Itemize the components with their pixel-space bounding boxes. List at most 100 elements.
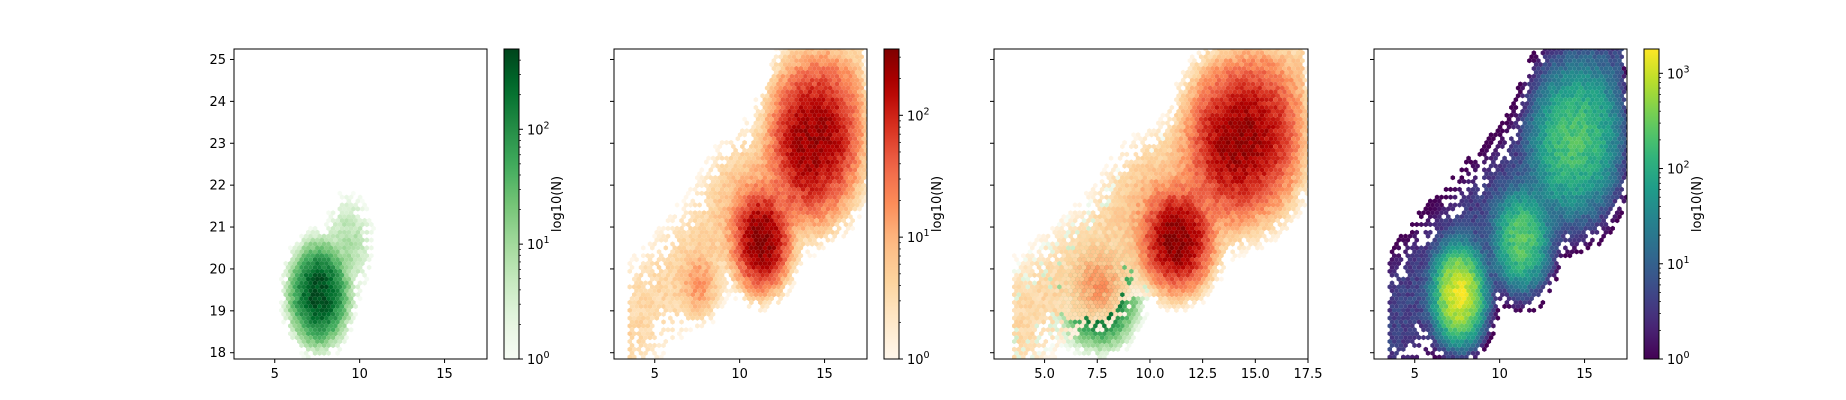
hexbin-cell [807, 143, 813, 150]
hexbin-cell [1113, 327, 1118, 333]
hexbin-cell [310, 237, 316, 243]
hexbin-cell [814, 241, 819, 247]
hexbin-cell [834, 167, 840, 173]
hexbin-cell [771, 175, 777, 181]
hexbin-cell [351, 276, 356, 282]
hexbin-cell [348, 264, 354, 270]
hexbin-cell [715, 303, 720, 309]
hexbin-cell [283, 299, 289, 306]
hexbin-cell [285, 272, 291, 278]
hexbin-cell [1174, 97, 1179, 103]
hexbin-cell [796, 62, 801, 68]
hexbin-cell [1077, 319, 1082, 325]
hexbin-cell [827, 116, 833, 122]
hexbin-cell [706, 225, 711, 231]
hexbin-cell [812, 151, 817, 157]
hexbin-cell [830, 143, 835, 150]
hexbin-cell [762, 175, 768, 181]
hexbin-cell [1066, 346, 1071, 352]
hexbin-cell [308, 311, 313, 317]
hexbin-cell [1122, 335, 1127, 341]
hexbin-cell [290, 257, 295, 263]
hexbin-cell [803, 229, 808, 235]
hexbin-cell [1192, 120, 1197, 126]
hexbin-cell [724, 257, 729, 263]
hexbin-cell [333, 276, 338, 282]
hexbin-cell [825, 97, 831, 103]
hexbin-cell [321, 272, 327, 278]
hexbin-cell [809, 225, 815, 231]
hexbin-cell [762, 182, 768, 189]
hexbin-cell [360, 268, 365, 274]
hexbin-cell [744, 276, 750, 282]
hexbin-cell [746, 163, 752, 169]
hexbin-cell [715, 257, 720, 263]
hexbin-cell [663, 276, 669, 282]
hexbin-cell [683, 257, 689, 263]
hexbin-cell [328, 338, 334, 345]
hexbin-cell [294, 249, 300, 255]
hexbin-cell [839, 81, 844, 87]
hexbin-cell [767, 81, 772, 87]
hexbin-cell [288, 323, 293, 329]
hexbin-cell [1257, 116, 1262, 122]
hexbin-cell [686, 307, 691, 313]
hexbin-cell [812, 89, 817, 95]
hexbin-cell [737, 171, 743, 177]
hexbin-cell [852, 97, 858, 103]
hexbin-cell [1192, 128, 1197, 134]
hexbin-cell [1095, 319, 1100, 325]
hexbin-cell [317, 311, 322, 317]
hexbin-cell [1232, 97, 1238, 103]
hexbin-cell [1185, 85, 1190, 91]
hexbin-cell [796, 116, 801, 122]
hexbin-cell [636, 292, 642, 298]
hexbin-cell [670, 241, 675, 247]
hexbin-cell [749, 253, 754, 259]
hexbin-cell [1192, 89, 1197, 95]
hexbin-cell [346, 299, 352, 306]
hexbin-cell [677, 331, 682, 337]
hexbin-cell [735, 276, 741, 282]
hexbin-cell [674, 257, 680, 263]
hexbin-cell [787, 69, 792, 75]
hexbin-cell [1187, 89, 1193, 95]
hexbin-cell [708, 307, 714, 313]
hexbin-cell [789, 260, 795, 267]
hexbin-cell [749, 245, 754, 251]
hexbin-cell [728, 202, 734, 208]
hexbin-cell [812, 104, 817, 111]
hexbin-cell [1216, 108, 1222, 114]
hexbin-cell [728, 179, 734, 185]
hexbin-cell [1187, 73, 1193, 79]
hexbin-cell [857, 50, 862, 56]
hexbin-cell [789, 175, 795, 181]
hexbin-cell [780, 284, 786, 290]
hexbin-cell [791, 264, 797, 270]
hexbin-cell [344, 257, 349, 263]
hexbin-cell [342, 260, 347, 267]
hexbin-cell [818, 116, 824, 122]
hexbin-cell [281, 303, 286, 309]
hexbin-cell [303, 233, 309, 239]
hexbin-cell [818, 77, 824, 83]
hexbin-cell [794, 128, 799, 134]
hexbin-cell [794, 190, 799, 196]
hexbin-cell [733, 288, 738, 294]
hexbin-cell [764, 124, 770, 130]
hexbin-cell [627, 284, 633, 290]
hexbin-cell [706, 210, 711, 216]
hexbin-cell [683, 288, 689, 294]
colorbar-label: log10(N) [930, 176, 945, 232]
hexbin-cell [1252, 54, 1258, 60]
hexbin-cell [355, 198, 361, 204]
hexbin-cell [789, 120, 795, 126]
hexbin-cell [724, 186, 729, 192]
hexbin-cell [834, 214, 840, 220]
hexbin-cell [735, 237, 741, 243]
hexbin-cell [807, 65, 813, 72]
hexbin-cell [794, 89, 799, 95]
hexbin-cell [704, 276, 709, 282]
hexbin-cell [796, 49, 801, 52]
hexbin-cell [773, 233, 779, 239]
